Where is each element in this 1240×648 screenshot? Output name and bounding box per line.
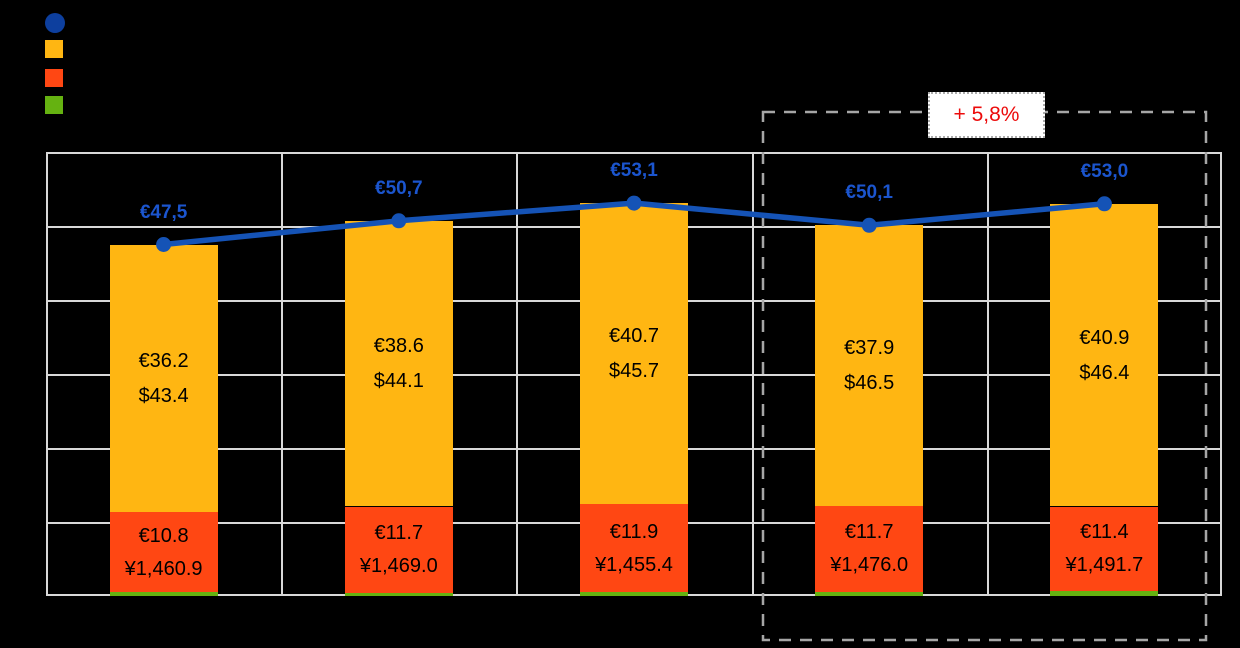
bar-value-label: €40.7	[608, 325, 660, 348]
bar-segment-stacked-green-col2	[344, 593, 453, 596]
bar-segment-stacked-yellow-col1: €36.2 $43.4	[109, 244, 218, 513]
line-value-label: €50,1	[845, 182, 893, 204]
bar-value-label: ¥1,469.0	[359, 555, 438, 578]
bar-segment-stacked-yellow-col4: €37.9 $46.5	[815, 225, 924, 506]
bar-segment-stacked-orange-col3: €11.9 ¥1,455.4	[580, 504, 688, 593]
gridline-vertical	[752, 154, 754, 594]
bar-segment-stacked-yellow-col2: €38.6 $44.1	[344, 220, 453, 507]
bar-value-label: €38.6	[373, 335, 424, 358]
bar-value-label: €11.4	[1080, 521, 1129, 544]
legend-marker-segment-yellow-icon	[45, 40, 63, 58]
bar-value-label: €37.9	[844, 337, 895, 360]
bar-value-label: $46.5	[844, 372, 895, 395]
gridline-vertical	[516, 154, 518, 594]
bar-segment-stacked-yellow-col5: €40.9 $46.4	[1050, 203, 1159, 507]
gridline-vertical	[281, 154, 283, 594]
bar-segment-stacked-orange-col4: €11.7 ¥1,476.0	[815, 505, 924, 593]
bar-value-label: ¥1,491.7	[1065, 554, 1144, 577]
gridline-vertical	[987, 154, 989, 594]
growth-annotation-label: + 5,8%	[953, 103, 1020, 126]
line-value-label: €53,0	[1080, 160, 1129, 182]
legend-marker-segment-orange-icon	[45, 69, 63, 87]
bar-segment-stacked-orange-col1: €10.8 ¥1,460.9	[109, 512, 218, 593]
bar-segment-stacked-green-col1	[109, 592, 218, 596]
bar-segment-stacked-yellow-col3: €40.7 $45.7	[580, 203, 688, 505]
line-value-label: €53,1	[610, 160, 658, 182]
bar-value-label: ¥1,455.4	[595, 553, 673, 576]
bar-value-label: $44.1	[373, 370, 424, 393]
bar-value-label: ¥1,460.9	[124, 557, 203, 580]
line-value-label: €47,5	[139, 201, 188, 223]
legend-marker-segment-green-icon	[45, 96, 63, 114]
bar-segment-stacked-green-col5	[1050, 590, 1159, 596]
bar-value-label: €11.7	[844, 521, 894, 544]
line-value-label: €50,7	[375, 177, 423, 199]
bar-value-label: $45.7	[608, 360, 660, 383]
bar-value-label: €40.9	[1079, 326, 1130, 349]
bar-value-label: €11.7	[374, 522, 424, 545]
bar-value-label: €10.8	[138, 524, 189, 547]
bar-value-label: ¥1,476.0	[830, 554, 909, 577]
bar-segment-stacked-green-col3	[580, 592, 688, 596]
bar-value-label: €36.2	[138, 349, 189, 372]
bar-value-label: $46.4	[1079, 361, 1130, 384]
growth-annotation-box: + 5,8%	[928, 92, 1045, 138]
bar-value-label: €11.9	[609, 520, 659, 543]
bar-segment-stacked-green-col4	[815, 592, 924, 596]
bar-value-label: $43.4	[138, 384, 189, 407]
legend-marker-total-line-icon	[45, 13, 65, 33]
bar-segment-stacked-orange-col5: €11.4 ¥1,491.7	[1050, 506, 1159, 591]
bar-segment-stacked-orange-col2: €11.7 ¥1,469.0	[344, 506, 453, 594]
